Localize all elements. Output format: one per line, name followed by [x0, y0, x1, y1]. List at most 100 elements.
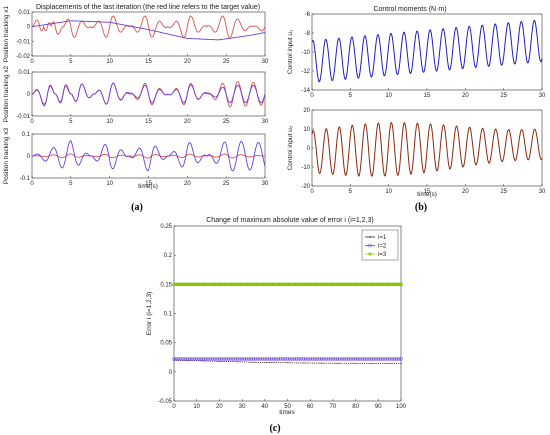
chart-c-series-i=2-point — [283, 357, 288, 361]
chart-c-xtick-label: 80 — [352, 404, 359, 410]
chart-a-xlabel: time(s) — [138, 183, 158, 190]
chart-c-series-i=2-point — [185, 357, 190, 361]
chart-c-series-i=1-point — [259, 361, 261, 363]
chart-a-sub2-xtick-label: 25 — [223, 119, 230, 125]
chart-b-sub2-ylabel: Control input u₂ — [287, 125, 294, 170]
chart-c-series-i=1-point — [391, 362, 393, 364]
chart-c-xtick-label: 10 — [193, 404, 200, 410]
chart-c-series-i=2-point — [226, 357, 231, 361]
chart-c-legend-marker-i=2 — [368, 243, 372, 248]
chart-c-legend-marker-i=1 — [369, 236, 371, 238]
chart-c-series-i=2-point — [340, 357, 344, 361]
chart-c-xtick-label: 30 — [239, 404, 246, 410]
chart-c-series-i=2-point — [201, 357, 206, 361]
chart-a-sub1-xtick-label: 30 — [262, 59, 269, 65]
chart-c-series-i=2-point — [353, 357, 358, 361]
chart-c-series-i=2-point — [269, 357, 274, 361]
chart-c-series-i=1-point — [225, 361, 227, 363]
chart-b-sub1-series-1 — [311, 19, 543, 83]
chart-c-series-i=2-point — [315, 357, 319, 361]
chart-c-series-i=1-point — [325, 362, 327, 364]
chart-c-series-i=2-point — [301, 357, 306, 361]
chart-c-series-i=2-point — [247, 357, 251, 361]
chart-c-series-i=2-point — [326, 357, 331, 361]
chart-c-series-i=1-point — [266, 362, 268, 364]
chart-a-sub3-xtick-label: 0 — [30, 181, 34, 187]
chart-c-series-i=2-point — [240, 357, 244, 361]
chart-b-xlabel: time(s) — [417, 191, 437, 198]
chart-c-series-i=1-point — [293, 362, 295, 364]
chart-c-series-i=2-point — [378, 357, 383, 361]
chart-c-ytick-label: 0.05 — [160, 341, 172, 347]
chart-c-xtick-label: 20 — [216, 404, 223, 410]
chart-a-sub1-xtick-label: 10 — [106, 59, 113, 65]
chart-c-series-i=1-point — [218, 360, 220, 362]
chart-c-series-i=2-point — [294, 357, 299, 361]
chart-a-sub1-xtick-label: 25 — [223, 59, 230, 65]
chart-c-series-i=1-point — [287, 362, 288, 364]
chart-c-series-i=1-point — [314, 362, 316, 364]
chart-b-sub2-xtick-label: 15 — [424, 189, 431, 195]
chart-c-series-i=2-point — [206, 357, 210, 361]
chart-a-sub2-ytick-label: 0 — [27, 92, 31, 98]
chart-b-sub1-xtick-label: 15 — [424, 93, 431, 99]
chart-c-series-i=1-point — [386, 362, 388, 364]
chart-a-sub3-ytick-label: 0 — [27, 154, 31, 160]
chart-c-series-i=1-point — [250, 361, 252, 363]
chart-c-xlabel: times — [279, 409, 295, 416]
chart-b-sub2-xtick-label: 0 — [310, 189, 314, 195]
chart-c-series-i=1-point — [248, 361, 250, 363]
chart-c-series-i=1-point — [234, 361, 236, 363]
chart-c-series-i=2-point — [342, 357, 347, 361]
chart-b-sub2-ytick-label: -10 — [301, 165, 310, 171]
chart-c-series-i=1-point — [307, 362, 309, 364]
chart-b-sub1-xtick-label: 5 — [349, 93, 353, 99]
chart-c-series-i=3-point — [399, 282, 403, 286]
chart-c-series-i=2-point — [299, 357, 303, 361]
chart-c-series-i=2-point — [335, 357, 340, 361]
chart-c-series-i=2-point — [194, 357, 199, 361]
chart-a-sub3-frame — [31, 133, 266, 179]
chart-a-sub1-series-1 — [31, 15, 266, 39]
chart-c-series-i=2-point — [249, 357, 254, 361]
chart-c-series-i=2-point — [399, 357, 403, 361]
chart-c-series-i=2-point — [376, 357, 381, 361]
chart-c-series-i=1-point — [343, 362, 345, 364]
chart-c-xtick-label: 60 — [307, 404, 314, 410]
chart-c-series-i=1-point — [384, 362, 386, 364]
chart-c-series-i=2-point — [390, 357, 394, 361]
chart-c-series-i=1-point — [377, 362, 379, 364]
chart-c-series-i=2-point — [224, 357, 229, 361]
chart-c-xtick-label: 100 — [396, 404, 407, 410]
chart-c-series-i=1-point — [359, 362, 361, 364]
chart-a-sub1-xtick-label: 15 — [145, 59, 152, 65]
chart-c-ytick-label: 0.25 — [160, 224, 172, 230]
chart-c-xtick-label: 90 — [375, 404, 382, 410]
chart-c-ylabel: Error i (i=1,2,3) — [146, 292, 153, 336]
chart-b-sub1-ylabel: Control input u₁ — [287, 29, 294, 74]
chart-a-sub3-xtick-label: 30 — [262, 181, 269, 187]
chart-c-series-i=1-point — [332, 362, 334, 364]
chart-b-sub1-xtick-label: 0 — [310, 93, 314, 99]
chart-b-title: Control moments (N·m) — [373, 6, 446, 13]
chart-c-series-i=1-point — [311, 362, 313, 364]
chart-c-series-i=2-point — [242, 357, 247, 361]
chart-c-series-i=1-point — [400, 362, 402, 364]
chart-a-sub2-xtick-label: 10 — [106, 119, 113, 125]
chart-a-sub1-ytick-label: -0.02 — [16, 54, 30, 60]
chart-b-sub1-xtick-label: 20 — [462, 93, 469, 99]
chart-c-series-i=2-point — [244, 357, 249, 361]
chart-c-series-i=1-point — [271, 362, 273, 364]
chart-c-series-i=1-point — [273, 362, 275, 364]
chart-c-series-i=2-point — [380, 357, 385, 361]
chart-c-series-i=1-point — [366, 362, 368, 364]
chart-c-series-i=1-point — [241, 361, 243, 363]
chart-c-series-i=1-point — [302, 362, 304, 364]
chart-c-series-i=1-point — [230, 361, 232, 363]
chart-c-series-i=2-point — [356, 357, 360, 361]
chart-c-series-i=1-point — [268, 362, 270, 364]
chart-c-series-i=2-point — [308, 357, 313, 361]
chart-c-series-i=2-point — [392, 357, 397, 361]
chart-c-series-i=2-point — [328, 357, 333, 361]
chart-a-sub1-ytick-label: 0.01 — [18, 10, 30, 16]
